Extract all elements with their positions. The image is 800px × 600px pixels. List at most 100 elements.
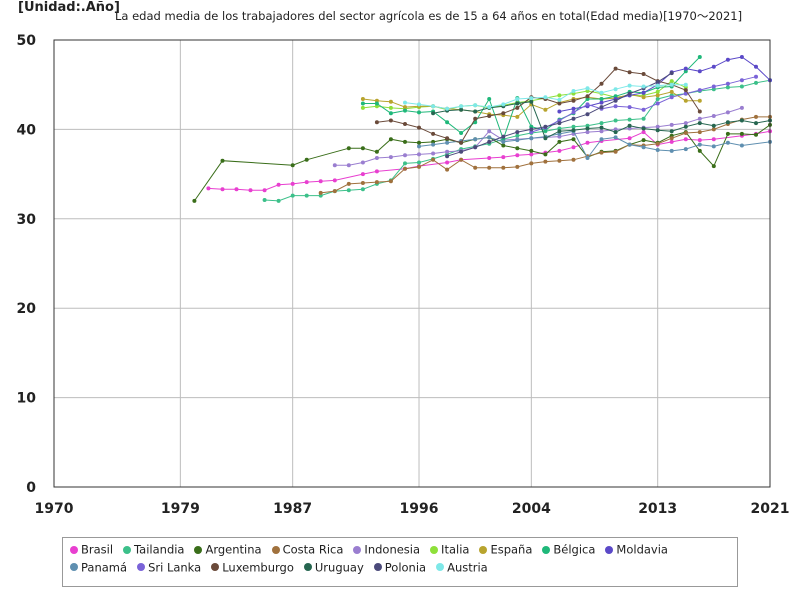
data-point-argentina <box>725 131 730 136</box>
legend-item[interactable]: Luxemburgo <box>211 560 294 574</box>
data-point-brasil <box>234 187 239 192</box>
data-point-panama <box>683 147 688 152</box>
data-point-belgica <box>487 97 492 101</box>
legend-item[interactable]: Austria <box>436 560 488 574</box>
legend-item[interactable]: Uruguay <box>303 560 364 574</box>
legend-swatch <box>605 545 614 554</box>
legend-item[interactable]: Polonia <box>373 560 427 574</box>
data-point-argentina <box>711 164 716 169</box>
data-point-austria <box>683 82 688 87</box>
data-point-polonia <box>669 71 674 76</box>
data-point-luxemburgo <box>459 140 464 145</box>
data-point-uruguay <box>725 120 730 125</box>
legend-item[interactable]: Italia <box>430 542 469 557</box>
data-point-brasil <box>501 155 506 160</box>
data-point-costa-rica <box>754 114 758 119</box>
series-line-argentina <box>193 124 771 202</box>
legend-item[interactable]: Bélgica <box>542 542 595 557</box>
data-point-costa-rica <box>459 157 464 162</box>
legend-label: Uruguay <box>314 560 364 574</box>
data-point-sri-lanka <box>655 101 660 106</box>
data-point-costa-rica <box>417 164 421 169</box>
data-point-argentina <box>417 140 421 145</box>
legend-item[interactable]: Sri Lanka <box>137 560 201 574</box>
data-point-espana <box>403 105 407 110</box>
data-point-argentina <box>501 143 506 148</box>
data-point-uruguay <box>739 118 744 123</box>
data-point-costa-rica <box>683 131 688 135</box>
data-point-costa-rica <box>388 179 393 184</box>
data-point-polonia <box>613 98 618 103</box>
data-point-argentina <box>697 148 702 153</box>
data-point-belgica <box>417 110 421 115</box>
data-point-argentina <box>571 137 576 142</box>
data-point-brasil <box>585 140 590 145</box>
data-point-brasil <box>529 152 534 157</box>
legend-label: Italia <box>441 542 470 557</box>
x-tick-label: 1996 <box>400 501 439 517</box>
data-point-argentina <box>403 139 407 144</box>
data-point-polonia <box>501 134 506 139</box>
data-point-indonesia <box>403 153 407 158</box>
legend-item[interactable]: Argentina <box>194 542 262 557</box>
data-point-luxemburgo <box>683 88 688 93</box>
data-point-espana <box>655 93 660 98</box>
data-point-panama <box>613 135 618 140</box>
legend-label: Argentina <box>205 542 262 557</box>
line-chart: 1970 1979 1987 1996 2004 2013 2021 0 10 20 30 40 50 <box>17 33 790 517</box>
data-point-panama <box>739 143 744 148</box>
data-point-sri-lanka <box>571 110 576 115</box>
legend-label: Moldavia <box>616 542 668 557</box>
data-point-luxemburgo <box>473 116 478 121</box>
legend-label: Tailandia <box>134 542 185 557</box>
data-point-costa-rica <box>515 164 520 169</box>
legend-label: Polonia <box>384 560 427 574</box>
data-point-indonesia <box>346 163 351 168</box>
legend-label: España <box>490 542 533 557</box>
data-point-italia <box>669 79 674 84</box>
data-point-brasil <box>332 178 337 183</box>
legend-item[interactable]: Moldavia <box>605 542 668 557</box>
data-point-sri-lanka <box>725 81 730 86</box>
legend-label: Panamá <box>81 560 128 574</box>
data-point-panama <box>599 137 604 142</box>
data-point-panama <box>697 142 702 147</box>
data-point-uruguay <box>754 121 758 126</box>
legend-swatch <box>430 545 439 554</box>
data-point-panama <box>627 142 632 147</box>
legend-item[interactable]: Tailandia <box>123 542 184 557</box>
legend-item[interactable]: Costa Rica <box>271 542 344 557</box>
data-point-luxemburgo <box>388 118 393 123</box>
legend-item[interactable]: Panamá <box>70 560 128 574</box>
data-point-espana <box>683 98 688 103</box>
data-point-tailandia <box>276 198 281 203</box>
legend-label: Bélgica <box>553 542 596 557</box>
data-point-polonia <box>529 127 534 132</box>
data-point-brasil <box>276 182 281 187</box>
data-point-costa-rica <box>571 157 576 162</box>
data-point-uruguay <box>529 99 534 104</box>
data-point-polonia <box>655 80 660 84</box>
data-point-argentina <box>557 139 562 144</box>
data-point-belgica <box>445 120 450 125</box>
y-tick-label: 40 <box>17 122 37 138</box>
data-point-brasil <box>557 148 562 153</box>
data-point-moldavia <box>725 57 730 62</box>
legend-item[interactable]: España <box>479 542 532 557</box>
data-point-uruguay <box>669 129 674 134</box>
data-point-brasil <box>515 153 520 158</box>
data-point-panama <box>487 135 492 140</box>
data-point-italia <box>655 89 660 94</box>
data-point-panama <box>669 148 674 153</box>
unit-label: [Unidad:.Año] <box>18 0 120 15</box>
x-tick-label: 1970 <box>35 501 74 517</box>
x-tick-label: 2004 <box>512 501 551 517</box>
legend-item[interactable]: Brasil <box>70 542 113 557</box>
legend-label: Costa Rica <box>282 542 344 557</box>
data-point-moldavia <box>697 69 702 74</box>
data-point-indonesia <box>697 116 702 121</box>
data-point-austria <box>627 83 632 88</box>
legend-item[interactable]: Indonesia <box>353 542 420 557</box>
data-point-austria <box>431 104 436 109</box>
data-point-tailandia <box>290 193 295 198</box>
